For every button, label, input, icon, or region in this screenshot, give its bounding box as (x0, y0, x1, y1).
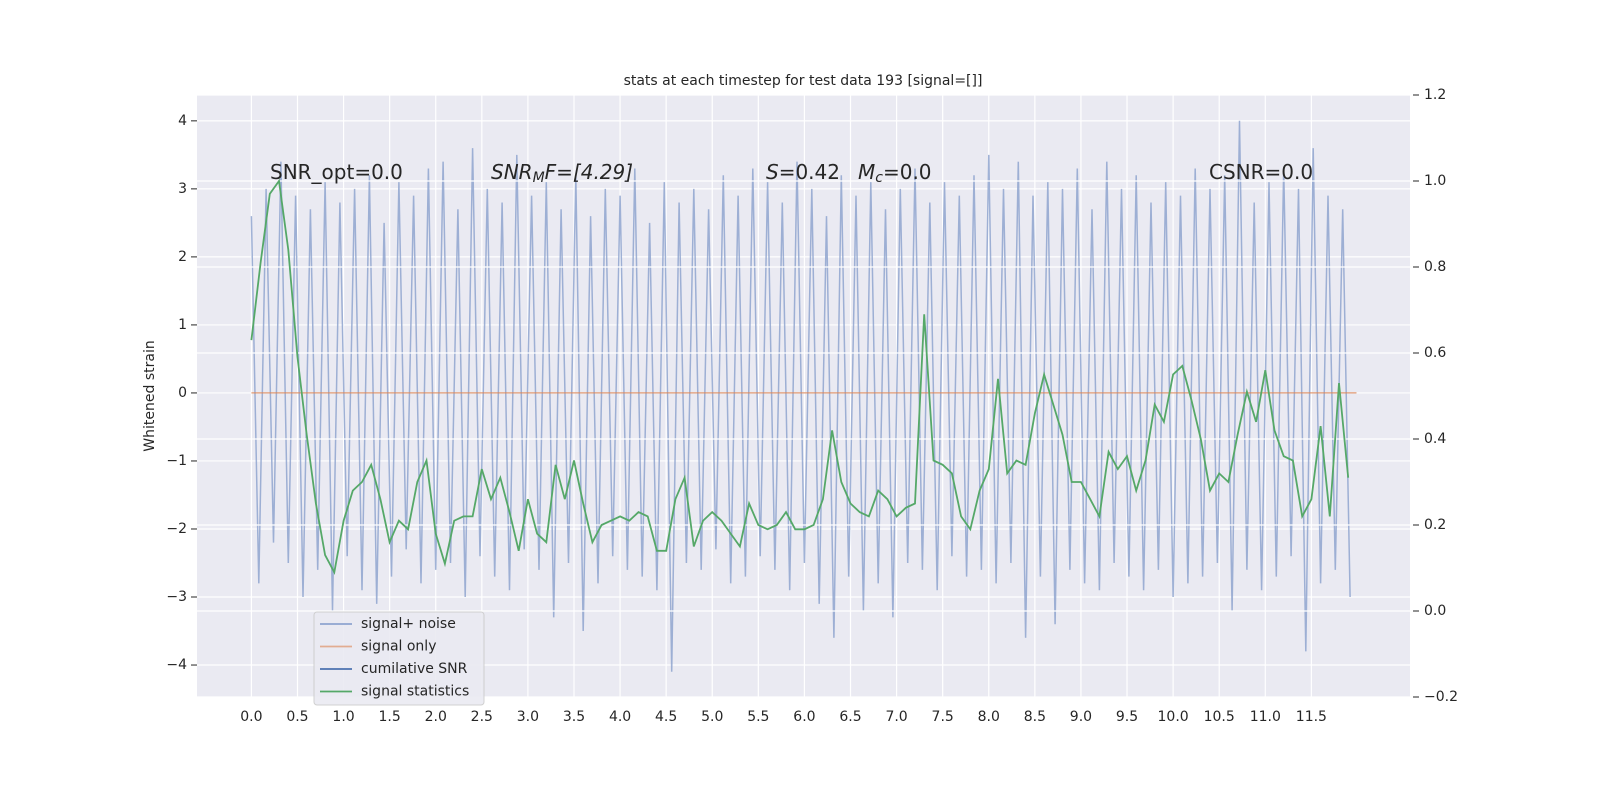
annotation-rest: =0.0 (883, 160, 932, 184)
y-tick-label: −1 (166, 453, 187, 469)
y-tick-label: 2 (178, 249, 187, 265)
legend-label: signal+ noise (361, 616, 456, 632)
x-tick-label: 3.0 (517, 709, 539, 725)
x-tick-label: 4.5 (655, 709, 677, 725)
x-tick-label: 11.5 (1296, 709, 1327, 725)
x-tick-label: 5.5 (747, 709, 769, 725)
annotation-base: CSNR=0.0 (1209, 160, 1313, 184)
legend-box (313, 611, 485, 706)
x-tick-label: 8.0 (978, 709, 1000, 725)
y2-tick-label: −0.2 (1424, 689, 1458, 705)
x-tick-label: 4.0 (609, 709, 631, 725)
annotation: CSNR=0.0 (1209, 160, 1313, 184)
x-tick-label: 9.5 (1116, 709, 1138, 725)
x-tick-label: 2.5 (471, 709, 493, 725)
y-tick-label: −3 (166, 589, 187, 605)
x-tick-label: 8.5 (1024, 709, 1046, 725)
annotation-rest: =0.42 (779, 160, 840, 184)
y-axis-label: Whitened strain (142, 340, 158, 451)
x-tick-label: 9.0 (1070, 709, 1092, 725)
annotation-base: SNR (491, 160, 533, 184)
annotation: S=0.42 (766, 160, 840, 184)
x-tick-label: 1.5 (379, 709, 401, 725)
annotation-sub: M (533, 170, 545, 186)
y-tick-label: 1 (178, 317, 187, 333)
y-tick-label: 3 (178, 181, 187, 197)
x-tick-label: 10.5 (1204, 709, 1235, 725)
y2-tick-label: 0.8 (1424, 259, 1446, 275)
annotation-base: S (766, 160, 779, 184)
y2-tick-label: 0.6 (1424, 345, 1446, 361)
x-tick-label: 10.0 (1158, 709, 1189, 725)
annotation-sub: c (875, 170, 883, 186)
y2-tick-label: 0.0 (1424, 603, 1446, 619)
x-tick-label: 5.0 (701, 709, 723, 725)
chart-title: stats at each timestep for test data 193… (624, 73, 983, 89)
annotation: Mc=0.0 (858, 160, 932, 187)
y-tick-label: −2 (166, 521, 187, 537)
series-line (250, 178, 1350, 576)
y2-tick-label: 1.2 (1424, 87, 1446, 103)
x-tick-label: 1.0 (332, 709, 354, 725)
x-tick-label: 3.5 (563, 709, 585, 725)
y2-tick-label: 0.2 (1424, 517, 1446, 533)
legend-label: signal statistics (361, 684, 469, 700)
legend-label: cumilative SNR (361, 661, 468, 677)
y2-tick-label: 1.0 (1424, 173, 1446, 189)
x-tick-label: 11.0 (1250, 709, 1281, 725)
annotation: SNRMF=[4.29] (491, 160, 633, 187)
annotation-rest: F=[4.29] (545, 160, 633, 184)
y-tick-label: −4 (166, 657, 187, 673)
x-tick-label: 6.0 (793, 709, 815, 725)
y2-tick-label: 0.4 (1424, 431, 1446, 447)
annotation-base: M (858, 160, 875, 184)
x-tick-label: 7.5 (932, 709, 954, 725)
y-tick-label: 0 (178, 385, 187, 401)
annotation-base: SNR_opt=0.0 (270, 160, 403, 184)
legend-label: signal only (361, 639, 436, 655)
annotation: SNR_opt=0.0 (270, 160, 403, 184)
x-tick-label: 0.0 (240, 709, 262, 725)
x-tick-label: 6.5 (839, 709, 861, 725)
x-tick-label: 0.5 (286, 709, 308, 725)
x-tick-label: 7.0 (885, 709, 907, 725)
y-tick-label: 4 (178, 113, 187, 129)
x-tick-label: 2.0 (425, 709, 447, 725)
series-line (250, 120, 1351, 672)
